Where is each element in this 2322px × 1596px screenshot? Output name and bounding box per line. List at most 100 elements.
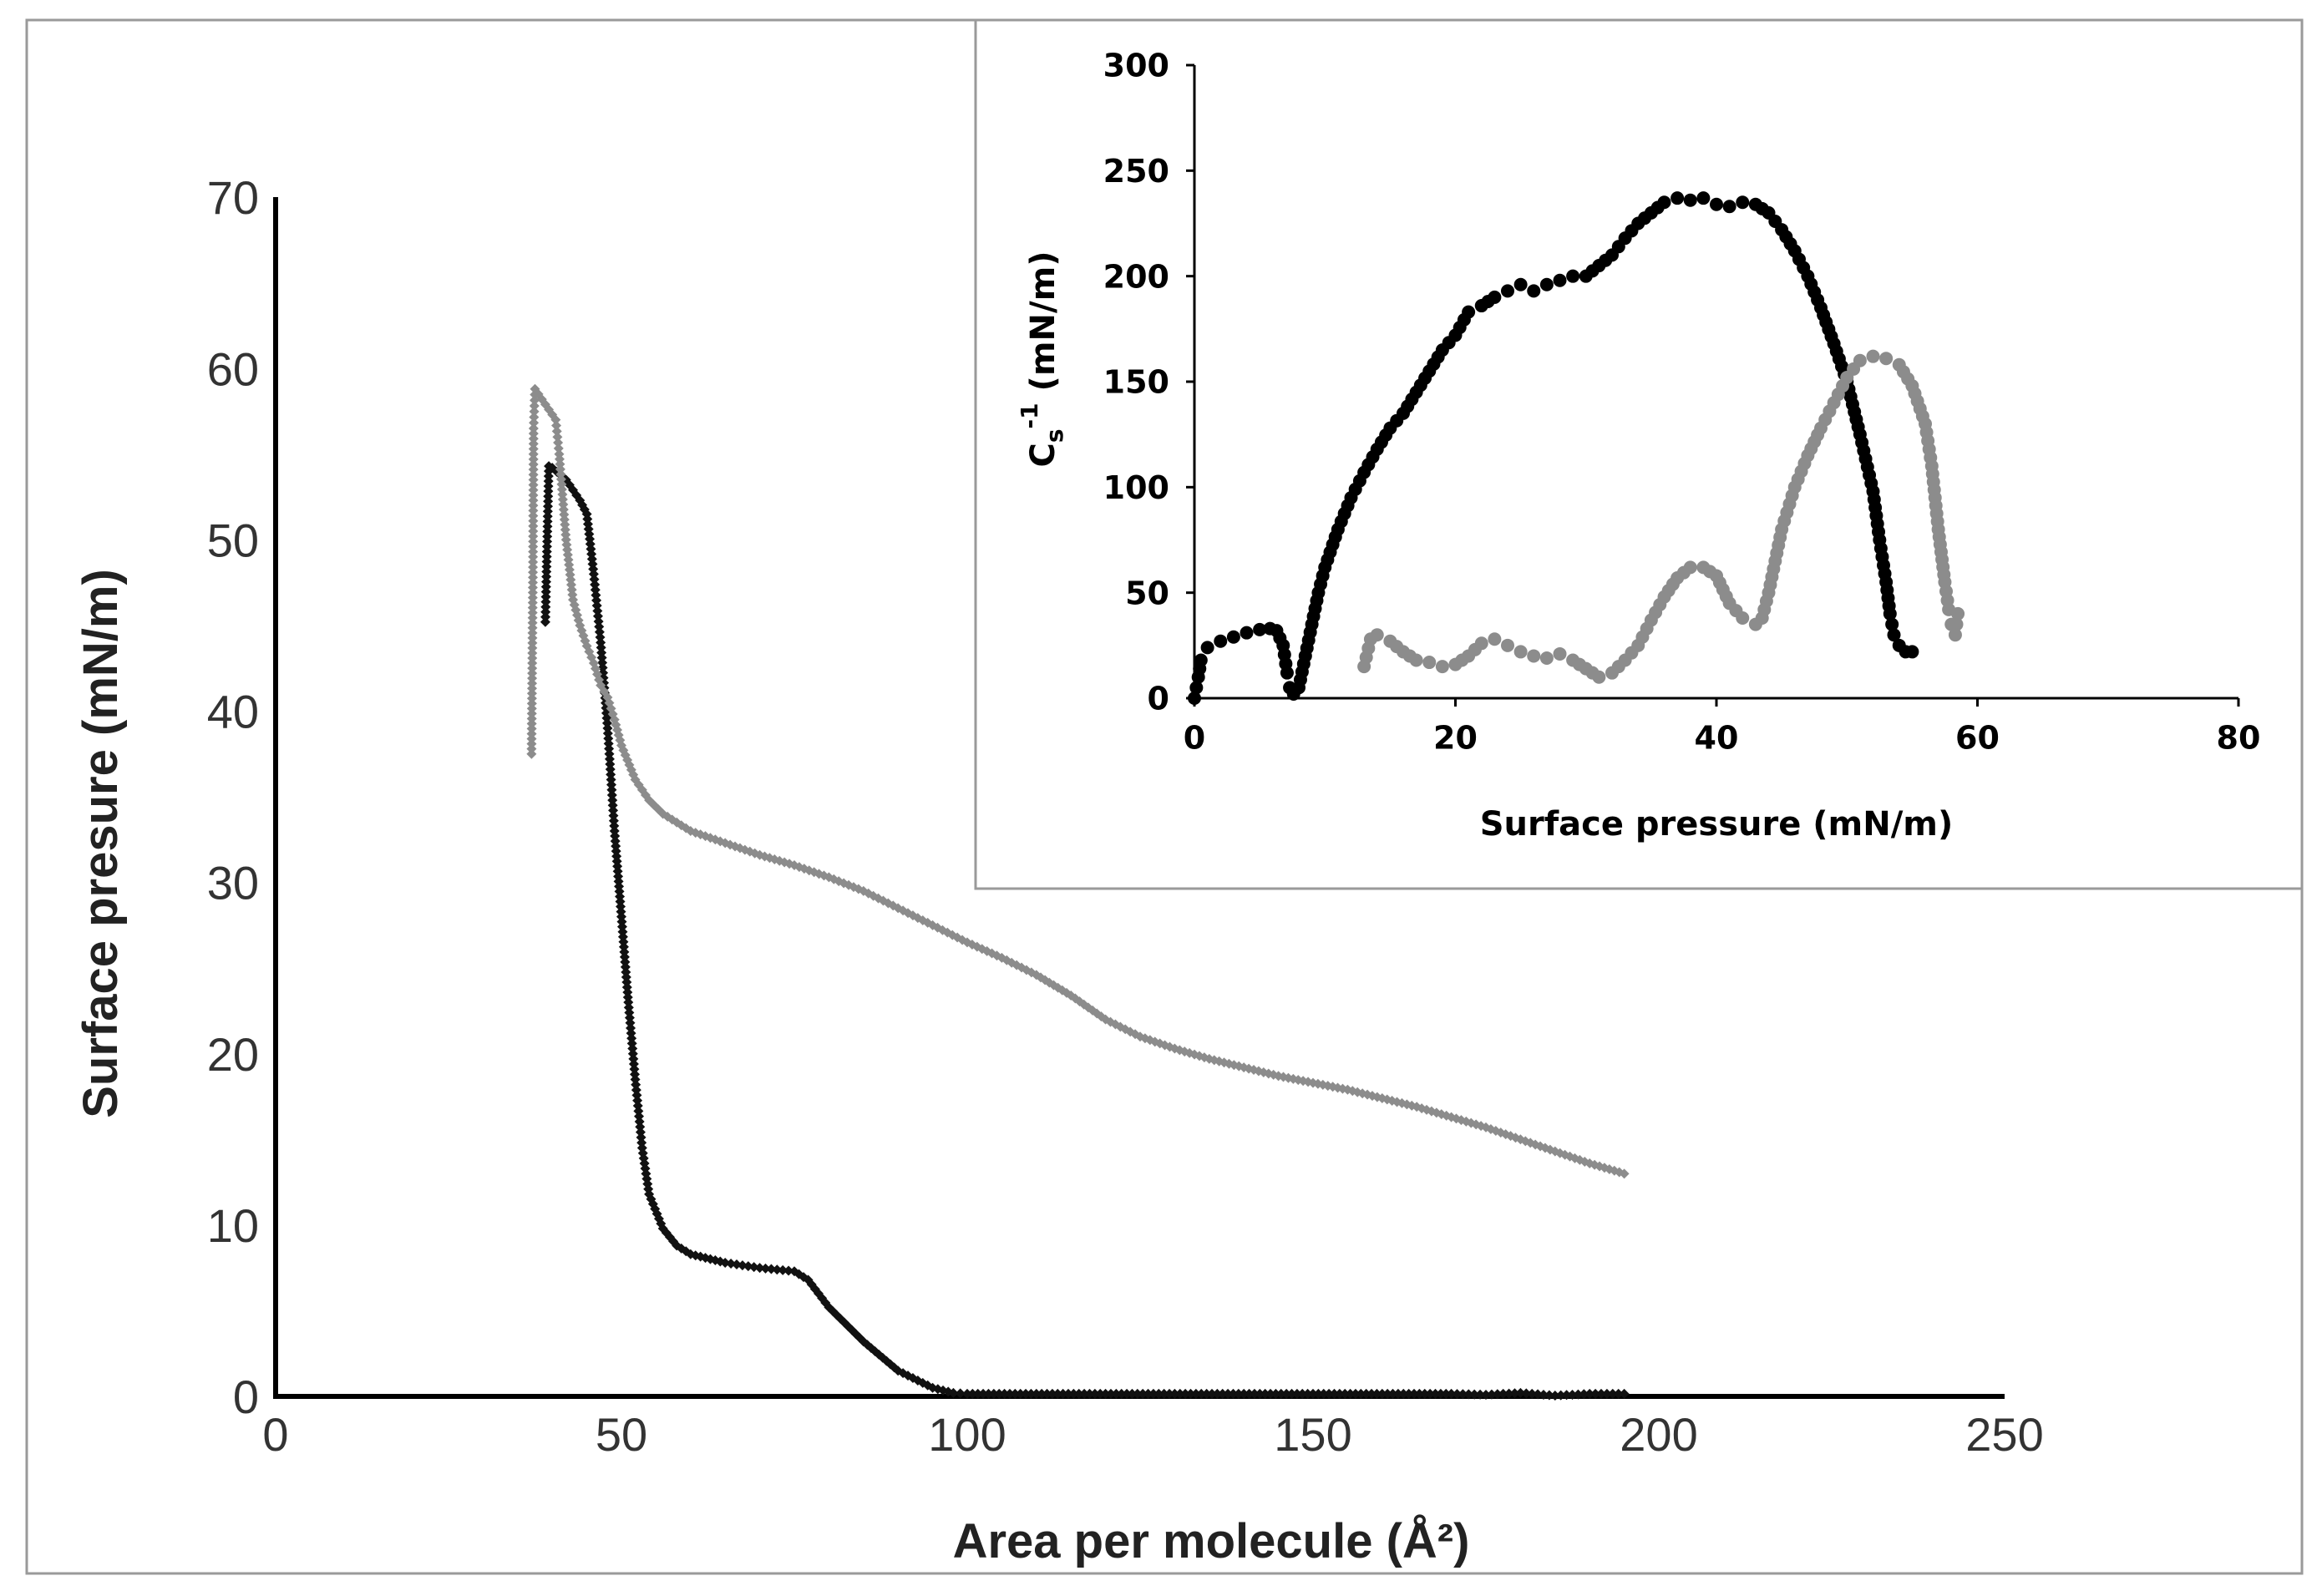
inset-x-tick-label-0: 0 <box>1184 719 1205 756</box>
inset-x-tick-label-2: 40 <box>1695 719 1739 756</box>
inset-point <box>1736 611 1750 625</box>
main-x-tick-label-2: 100 <box>928 1408 1006 1461</box>
main-point <box>1419 1388 1430 1399</box>
main-point <box>967 1388 978 1399</box>
inset-y-title-main: C <box>1024 443 1062 467</box>
main-y-tick-label-5: 50 <box>207 514 259 566</box>
main-point <box>1350 1388 1361 1399</box>
main-point <box>1527 1388 1538 1399</box>
main-y-tick-label-2: 20 <box>207 1028 259 1081</box>
inset-y-axis-title: Cs-1 (mN/m) <box>1016 251 1068 467</box>
inset-y-title-rest: (mN/m) <box>1024 251 1062 403</box>
inset-point <box>1722 200 1736 214</box>
inset-x-ticks: 0 20 40 60 80 <box>1184 698 2260 756</box>
main-point <box>1138 1388 1148 1399</box>
main-point <box>528 495 539 506</box>
inset-y-tick-label-5: 250 <box>1103 153 1169 190</box>
inset-point <box>1710 197 1723 211</box>
main-point <box>528 541 539 552</box>
inset-point <box>1883 606 1897 621</box>
main-point <box>528 423 539 433</box>
main-series <box>526 383 1630 1401</box>
inset-point <box>1736 195 1750 210</box>
inset-point <box>1553 646 1567 661</box>
main-point <box>528 448 539 459</box>
inset-point <box>1280 666 1294 680</box>
main-point <box>772 1264 783 1275</box>
main-point <box>1190 1388 1201 1399</box>
main-point <box>1275 1388 1286 1399</box>
main-point <box>1387 1388 1398 1399</box>
main-point <box>1042 1388 1052 1399</box>
main-point <box>528 567 539 578</box>
main-y-tick-label-4: 40 <box>207 686 259 738</box>
inset-point <box>1683 193 1697 207</box>
main-point <box>1223 1388 1234 1399</box>
main-point <box>1153 1388 1164 1399</box>
main-point <box>1217 1388 1228 1399</box>
main-point <box>1573 1389 1584 1400</box>
main-point <box>1324 1388 1335 1399</box>
main-point <box>553 443 564 453</box>
inset-point <box>1696 191 1711 205</box>
main-point <box>1122 1388 1133 1399</box>
inset-chart: 0 50 100 150 200 250 300 0 20 40 60 80 Surface pre… <box>974 18 2304 890</box>
inset-point <box>1488 290 1502 304</box>
inset-y-tick-label-2: 100 <box>1103 469 1169 506</box>
inset-point <box>1879 352 1894 366</box>
main-point <box>528 572 539 583</box>
main-point <box>552 432 563 443</box>
main-point <box>1601 1388 1612 1399</box>
main-point <box>1382 1388 1393 1399</box>
main-point <box>528 469 539 480</box>
main-point <box>1111 1388 1122 1399</box>
main-point <box>999 1388 1010 1399</box>
main-point <box>1174 1388 1185 1399</box>
main-point <box>1366 1388 1377 1399</box>
inset-point <box>1214 634 1228 648</box>
main-point <box>529 412 540 423</box>
main-point <box>1376 1388 1387 1399</box>
main-point <box>1446 1388 1457 1399</box>
main-y-tick-label-1: 10 <box>207 1199 259 1252</box>
main-point <box>1052 1388 1063 1399</box>
main-x-tick-label-4: 200 <box>1620 1408 1697 1461</box>
inset-point <box>1513 645 1528 659</box>
inset-point <box>1200 641 1214 655</box>
inset-point <box>1539 277 1554 291</box>
main-point <box>978 1388 989 1399</box>
inset-point <box>1370 628 1384 642</box>
inset-point <box>1474 636 1488 651</box>
main-point <box>528 464 539 475</box>
inset-point <box>1189 681 1204 695</box>
inset-point <box>1566 269 1580 283</box>
inset-point <box>1948 628 1962 642</box>
main-point <box>1533 1389 1544 1400</box>
inset-point <box>1188 692 1201 705</box>
inset-point <box>1488 632 1502 646</box>
main-point <box>1297 1388 1308 1399</box>
main-point <box>529 400 540 411</box>
main-point <box>1063 1388 1074 1399</box>
main-point <box>1392 1388 1403 1399</box>
main-point <box>528 443 539 454</box>
main-point <box>1555 1390 1566 1401</box>
inset-point <box>1887 628 1901 642</box>
main-point <box>948 1387 959 1398</box>
main-point <box>1521 1388 1532 1399</box>
inset-point <box>1226 630 1240 644</box>
main-point <box>1047 1388 1057 1399</box>
main-point <box>778 1264 788 1275</box>
inset-point <box>1501 284 1514 298</box>
main-point <box>1469 1389 1480 1400</box>
main-point <box>1425 1388 1436 1399</box>
main-point <box>1458 1389 1468 1400</box>
inset-point <box>1422 656 1437 670</box>
main-point <box>1255 1388 1265 1399</box>
inset-point <box>1527 649 1541 663</box>
main-point <box>1308 1388 1318 1399</box>
main-x-tick-label-0: 0 <box>262 1408 288 1461</box>
inset-series <box>1188 191 1965 705</box>
inset-point <box>1435 660 1449 674</box>
main-point <box>1441 1388 1452 1399</box>
